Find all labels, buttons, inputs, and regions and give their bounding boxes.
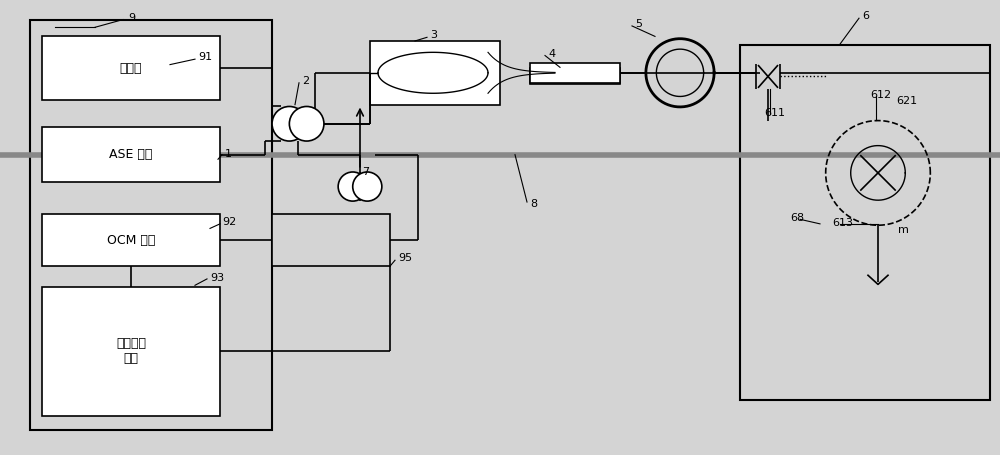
- Text: 8: 8: [530, 199, 537, 209]
- Text: 93: 93: [210, 273, 224, 283]
- Bar: [272, 214, 390, 266]
- Text: 2: 2: [302, 76, 309, 86]
- Text: ASE 光源: ASE 光源: [109, 148, 153, 161]
- Text: 92: 92: [222, 217, 236, 227]
- Text: 612: 612: [870, 90, 891, 100]
- Bar: [30, 20, 272, 430]
- Text: 3: 3: [430, 30, 437, 40]
- Bar: [42, 214, 220, 266]
- Text: 5: 5: [635, 19, 642, 29]
- Bar: [42, 127, 220, 182]
- Bar: [530, 63, 620, 83]
- Text: 95: 95: [398, 253, 412, 263]
- Bar: [42, 287, 220, 416]
- Text: 9: 9: [128, 13, 135, 23]
- Text: 611: 611: [764, 108, 785, 118]
- Text: 621: 621: [896, 96, 917, 106]
- Ellipse shape: [353, 172, 382, 201]
- Text: 613: 613: [832, 218, 853, 228]
- Bar: [530, 68, 620, 84]
- Bar: [42, 36, 220, 100]
- Ellipse shape: [289, 106, 324, 141]
- Text: m: m: [898, 225, 909, 235]
- Text: 68: 68: [790, 213, 804, 223]
- Text: 4: 4: [548, 49, 555, 59]
- Text: OCM 模块: OCM 模块: [107, 234, 155, 247]
- Text: 调制解调
电路: 调制解调 电路: [116, 337, 146, 365]
- Text: 7: 7: [362, 167, 369, 177]
- Bar: [740, 46, 990, 400]
- Bar: [370, 41, 500, 105]
- Text: 1: 1: [225, 149, 232, 159]
- Ellipse shape: [272, 106, 307, 141]
- Text: 探测器: 探测器: [120, 62, 142, 75]
- Ellipse shape: [338, 172, 367, 201]
- Text: 6: 6: [862, 11, 869, 21]
- Text: 91: 91: [198, 52, 212, 62]
